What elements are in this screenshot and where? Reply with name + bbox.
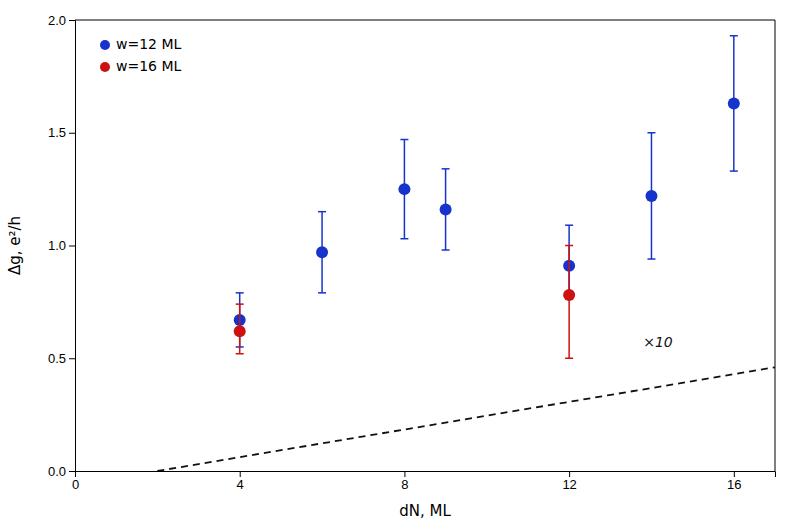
point — [440, 203, 452, 215]
error-bar-cap — [236, 353, 244, 355]
point — [398, 183, 410, 195]
tick-label: 0.5 — [48, 351, 66, 366]
point — [316, 246, 328, 258]
point — [645, 190, 657, 202]
tick-label: 8 — [401, 477, 408, 492]
series — [234, 246, 575, 359]
legend-label: w=12 ML — [116, 36, 182, 52]
error-bar-cap — [442, 168, 450, 170]
tick: 4 — [237, 471, 244, 492]
tick-mark — [69, 133, 75, 134]
error-bar-cap — [565, 358, 573, 360]
point — [563, 289, 575, 301]
tick-mark — [69, 358, 75, 359]
error-bar-cap — [730, 35, 738, 37]
tick-label: 1.5 — [48, 125, 66, 140]
tick: 8 — [401, 471, 408, 492]
tick: 1.5 — [48, 125, 75, 140]
legend-entry: w=12 ML — [100, 36, 182, 52]
tick: 0 — [72, 471, 79, 492]
plot: 0 4 8 12 16 0.0 0.5 1.0 1.5 2.0 ×10 w=12 ML w=16 ML — [48, 13, 776, 493]
frame — [75, 20, 775, 21]
tick-label: 12 — [562, 477, 576, 492]
error-bar-cap — [236, 292, 244, 294]
tick: 2.0 — [48, 13, 75, 28]
x-axis: 0 4 8 12 16 — [72, 471, 776, 492]
error-bar-line — [568, 246, 570, 359]
error-bar-cap — [236, 303, 244, 305]
tick-mark — [69, 246, 75, 247]
series — [234, 36, 740, 347]
error-bar-cap — [647, 258, 655, 260]
point — [234, 325, 246, 337]
tick-label: 0.0 — [48, 464, 66, 479]
error-bar-cap — [565, 224, 573, 226]
tick-label: 1.0 — [48, 238, 66, 253]
tick-mark — [569, 471, 570, 477]
legend-swatch — [100, 62, 110, 72]
tick: 1.0 — [48, 238, 75, 253]
tick-mark — [404, 471, 405, 477]
annotation: ×10 — [643, 334, 673, 350]
tick-label: 4 — [237, 477, 244, 492]
y-axis-title: Δg, e²/h — [6, 216, 24, 275]
point — [728, 97, 740, 109]
tick-mark — [734, 471, 735, 477]
tick-label: 16 — [727, 477, 741, 492]
legend-swatch — [100, 40, 110, 50]
x-axis-title: dN, ML — [399, 502, 451, 520]
tick-label: 2.0 — [48, 13, 66, 28]
axis-line — [69, 21, 76, 472]
error-bar-cap — [730, 170, 738, 172]
tick: 0.0 — [48, 464, 75, 479]
error-bar-cap — [565, 245, 573, 247]
error-bar — [565, 246, 573, 359]
reference-line — [157, 367, 775, 471]
frame — [775, 20, 776, 471]
error-bar-cap — [647, 132, 655, 134]
error-bar-cap — [400, 238, 408, 240]
axis-line — [76, 472, 776, 478]
error-bar-cap — [400, 139, 408, 141]
legend: w=12 ML w=16 ML — [100, 36, 182, 74]
y-axis: 0.0 0.5 1.0 1.5 2.0 — [48, 13, 76, 479]
legend-entry: w=16 ML — [100, 58, 182, 74]
tick-label: 0 — [72, 477, 79, 492]
tick: 12 — [562, 471, 576, 492]
error-bar-cap — [318, 211, 326, 213]
tick: 0.5 — [48, 351, 75, 366]
error-bar-cap — [442, 249, 450, 251]
legend-label: w=16 ML — [116, 58, 182, 74]
chart: 0 4 8 12 16 0.0 0.5 1.0 1.5 2.0 ×10 w=12 ML w=16 ML d… — [0, 0, 800, 531]
tick-mark — [240, 471, 241, 477]
error-bar-cap — [318, 292, 326, 294]
tick-mark — [69, 20, 75, 21]
tick-mark — [69, 471, 75, 472]
tick: 16 — [727, 471, 741, 492]
marks — [157, 36, 775, 471]
